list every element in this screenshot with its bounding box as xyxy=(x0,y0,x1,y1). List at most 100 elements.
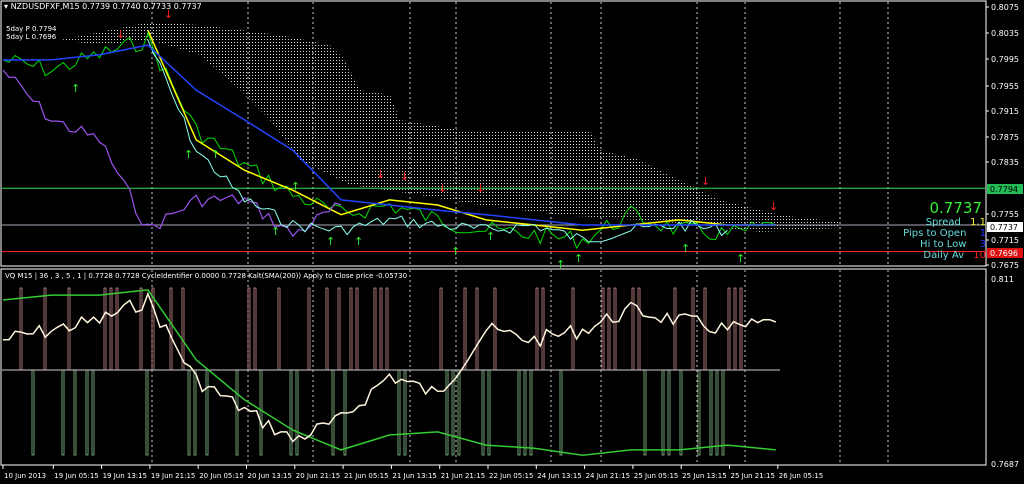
spread-value: 1.1 xyxy=(970,217,986,228)
buy-arrow-icon: ↑ xyxy=(326,235,335,248)
time-axis-label: 24 Jun 13:15 xyxy=(537,472,581,480)
price-tag-label: 0.7696 xyxy=(990,249,1018,258)
histogram-bar xyxy=(307,287,311,371)
sell-arrow-icon: ↓ xyxy=(400,170,409,183)
histogram-bar xyxy=(463,287,467,371)
sday-low: 5day L 0.7696 xyxy=(6,33,57,41)
histogram-bar xyxy=(397,369,401,456)
histogram-bar xyxy=(385,287,389,371)
histogram-bar xyxy=(733,287,737,371)
sell-arrow-icon: ↓ xyxy=(164,8,173,21)
chart-header: ▾ NZDUSDFXF,M15 0.7739 0.7740 0.7733 0.7… xyxy=(4,2,202,11)
histogram-bar xyxy=(403,369,407,456)
sday-high: 5day P 0.7794 xyxy=(6,25,57,33)
histogram-bar xyxy=(253,287,257,371)
time-axis-label: 10 Jun 2013 xyxy=(4,472,46,480)
ohlc: 0.7739 0.7740 0.7733 0.7737 xyxy=(82,2,202,11)
hilo-value: 3 xyxy=(979,239,986,250)
sell-arrow-icon: ↓ xyxy=(476,182,485,195)
price-tag xyxy=(987,222,1023,232)
histogram-bar xyxy=(631,287,635,371)
time-axis-label: 20 Jun 21:15 xyxy=(296,472,340,480)
histogram-bar xyxy=(523,369,527,456)
time-axis-label: 19 Jun 13:15 xyxy=(103,472,147,480)
price-axis-label: 0.7715 xyxy=(991,236,1019,245)
histogram-bar xyxy=(325,287,329,371)
time-axis-label: 21 Jun 21:15 xyxy=(441,472,485,480)
histogram-bar xyxy=(697,369,701,456)
histogram-bar xyxy=(61,369,65,456)
histogram-bar xyxy=(337,287,341,371)
spread-label: Spread xyxy=(925,217,961,228)
price-axis-label: 0.7915 xyxy=(991,107,1019,116)
sell-arrow-icon: ↓ xyxy=(701,175,710,188)
histogram-bar xyxy=(691,287,695,371)
histogram-bar xyxy=(247,287,251,371)
indicator-pane-frame xyxy=(0,268,987,466)
histogram-bar xyxy=(439,287,443,371)
buy-arrow-icon: ↑ xyxy=(271,225,280,238)
price-axis-label: 0.7955 xyxy=(991,82,1019,91)
histogram-bar xyxy=(205,369,209,456)
price-tag-label: 0.7737 xyxy=(990,223,1018,232)
histogram-bar xyxy=(535,287,539,371)
histogram-bar xyxy=(715,369,719,456)
daily-value: 10 xyxy=(973,250,986,261)
histogram-bar xyxy=(151,287,155,371)
histogram-bar xyxy=(355,287,359,371)
histogram-bar xyxy=(169,287,173,371)
histogram-bar xyxy=(541,287,545,371)
histogram-bar xyxy=(187,369,191,456)
indicator-header: VQ M15 | 36 , 3 , 5 , 1 | 0.7728 0.7728 … xyxy=(5,272,408,280)
histogram-bar xyxy=(517,369,521,456)
price-tag xyxy=(987,184,1023,194)
price-axis-label: 0.8035 xyxy=(991,29,1019,38)
histogram-bar xyxy=(277,287,281,371)
histogram-bar xyxy=(43,287,47,371)
sell-arrow-icon: ↓ xyxy=(116,28,125,41)
price-axis-label: 0.7675 xyxy=(991,261,1019,270)
histogram-bar xyxy=(331,369,335,456)
time-axis-label: 25 Jun 21:15 xyxy=(731,472,775,480)
menu-triangle-icon[interactable]: ▾ xyxy=(4,2,9,11)
histogram-bar xyxy=(709,369,713,456)
histogram-bar xyxy=(445,369,449,456)
histogram-bar xyxy=(139,287,143,371)
histogram-bar xyxy=(115,287,119,371)
histogram-bar xyxy=(235,369,239,456)
time-axis-label: 21 Jun 05:15 xyxy=(344,472,388,480)
sell-arrow-icon: ↓ xyxy=(376,168,385,181)
current-price: 0.7737 xyxy=(929,199,983,217)
histogram-bar xyxy=(607,287,611,371)
histogram-bar xyxy=(739,287,743,371)
symbol: NZDUSDFXF,M15 xyxy=(10,2,80,11)
histogram-bar xyxy=(643,369,647,456)
histogram-bar xyxy=(487,369,491,456)
price-axis-label: 0.7835 xyxy=(991,158,1019,167)
histogram-bar xyxy=(673,287,677,371)
histogram-bar xyxy=(289,369,293,456)
blue_ma-line xyxy=(3,44,776,226)
histogram-bar xyxy=(613,287,617,371)
sub-axis-bottom: 0.7687 xyxy=(991,460,1019,469)
buy-arrow-icon: ↑ xyxy=(736,252,745,265)
price-tag xyxy=(987,248,1023,258)
time-axis-label: 20 Jun 05:15 xyxy=(199,472,243,480)
histogram-bar xyxy=(667,369,671,456)
histogram-bar xyxy=(19,287,23,371)
sub-axis-top: 0.811 xyxy=(991,275,1014,284)
price-axis-label: 0.7995 xyxy=(991,55,1019,64)
histogram-bar xyxy=(109,287,113,371)
time-axis-label: 25 Jun 13:15 xyxy=(682,472,726,480)
vq-line xyxy=(2,289,776,456)
histogram-bar xyxy=(73,369,77,456)
main-pane-frame xyxy=(0,0,987,267)
hilo-label: Hi to Low xyxy=(920,239,967,250)
buy-arrow-icon: ↑ xyxy=(354,235,363,248)
price-tag-label: 0.7794 xyxy=(990,185,1018,194)
histogram-bar xyxy=(193,369,197,456)
cyan-line xyxy=(147,39,728,243)
buy-arrow-icon: ↑ xyxy=(71,82,80,95)
